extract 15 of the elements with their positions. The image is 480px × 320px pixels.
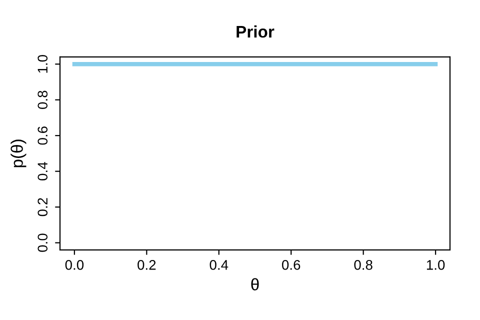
x-tick-label: 1.0 (426, 260, 445, 270)
y-tick-label: 0.8 (38, 90, 48, 109)
x-tick-label: 0.0 (65, 260, 84, 270)
y-axis-title: p(θ) (10, 140, 26, 168)
y-tick-label: 0.4 (38, 162, 48, 180)
x-tick-label: 0.8 (354, 260, 372, 270)
y-tick-label: 1.0 (38, 54, 48, 73)
x-tick-label: 0.2 (138, 260, 156, 270)
x-axis-title: θ (251, 278, 259, 290)
y-tick-label: 0.2 (38, 198, 48, 216)
x-tick-label: 0.4 (210, 260, 228, 270)
y-tick-label: 0.6 (38, 126, 48, 145)
y-tick-label: 0.0 (38, 234, 48, 252)
x-tick-label: 0.6 (282, 260, 300, 270)
chart-title: Prior (236, 25, 274, 38)
